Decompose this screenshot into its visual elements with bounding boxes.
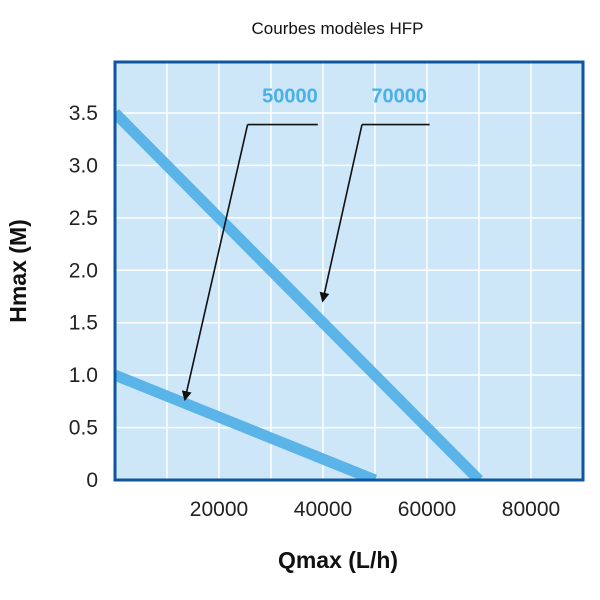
series-annotations: 50000 70000 bbox=[181, 86, 430, 402]
y-tick-label: 0.5 bbox=[69, 417, 98, 440]
annotation-arrow-70000 bbox=[319, 124, 363, 303]
y-tick-label: 3.0 bbox=[69, 154, 98, 177]
annotation-arrow-50000 bbox=[181, 124, 249, 402]
x-tick-label: 80000 bbox=[502, 498, 560, 521]
y-tick-label: 2.0 bbox=[69, 259, 98, 282]
y-tick-labels: 0 0.5 1.0 1.5 2.0 2.5 3.0 3.5 bbox=[69, 102, 98, 492]
x-tick-label: 60000 bbox=[398, 498, 456, 521]
y-tick-label: 0 bbox=[86, 469, 98, 492]
series-label-70000: 70000 bbox=[371, 86, 427, 108]
chart-title: Courbes modèles HFP bbox=[251, 19, 424, 38]
x-tick-label: 20000 bbox=[190, 498, 248, 521]
y-tick-label: 1.5 bbox=[69, 312, 98, 335]
grid bbox=[115, 62, 583, 480]
series-line-50000 bbox=[115, 370, 378, 480]
y-tick-label: 1.0 bbox=[69, 364, 98, 387]
x-axis-title: Qmax (L/h) bbox=[278, 547, 398, 573]
y-axis-title: Hmax (M) bbox=[5, 219, 31, 323]
y-tick-label: 3.5 bbox=[69, 102, 98, 125]
series-layer bbox=[115, 109, 483, 480]
x-tick-labels: 20000 40000 60000 80000 bbox=[190, 498, 560, 521]
series-line-70000 bbox=[115, 109, 483, 480]
series-label-50000: 50000 bbox=[262, 86, 318, 108]
x-tick-label: 40000 bbox=[294, 498, 352, 521]
plot-border bbox=[113, 60, 585, 482]
y-tick-label: 2.5 bbox=[69, 207, 98, 230]
